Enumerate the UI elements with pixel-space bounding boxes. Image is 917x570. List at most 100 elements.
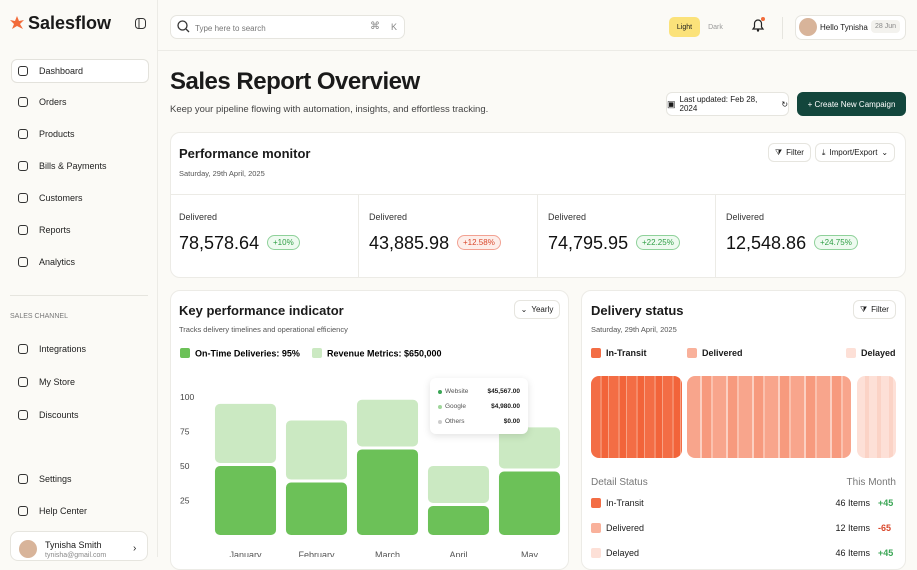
stat-value: 12,548.86 <box>726 233 807 253</box>
tooltip-value: $45,567.00 <box>487 388 520 395</box>
tooltip-dot <box>438 420 442 424</box>
export-button[interactable]: ⤓ Import/Export ⌄ <box>815 143 895 162</box>
theme-dark[interactable]: Dark <box>708 23 723 31</box>
nav-item[interactable]: Integrations <box>39 344 87 354</box>
stat-change: +22.25% <box>636 235 680 250</box>
search-box[interactable] <box>170 15 405 39</box>
x-tick-label: March <box>375 550 400 557</box>
y-tick-label: 50 <box>180 461 190 471</box>
nav-item[interactable]: Reports <box>39 225 71 235</box>
filter-text: Filter <box>871 305 889 314</box>
card-title: Performance monitor <box>179 146 311 161</box>
profile-email: tynisha@gmail.com <box>45 552 107 559</box>
card-subtitle: Tracks delivery timelines and operationa… <box>179 325 348 334</box>
nav-icon <box>18 410 28 420</box>
x-tick-label: April <box>449 550 467 557</box>
card-date: Saturday, 29th April, 2025 <box>179 169 265 178</box>
bar-segment <box>356 399 419 447</box>
bar-segment <box>356 449 419 535</box>
nav-item[interactable]: Analytics <box>39 257 76 267</box>
create-campaign[interactable]: + Create New Campaign <box>797 92 906 116</box>
page-title: Sales Report Overview <box>170 68 420 95</box>
nav-active[interactable] <box>11 59 149 83</box>
nav-item[interactable]: Orders <box>39 97 67 107</box>
profile-name: Tynisha Smith <box>45 540 102 550</box>
nav-icon <box>18 257 28 267</box>
avatar <box>799 18 817 36</box>
logo-icon <box>10 16 24 29</box>
user-date: 28 Jun <box>871 20 901 33</box>
bar-segment <box>285 420 348 480</box>
stat-value: 43,885.98 <box>369 233 450 253</box>
page-subtitle: Keep your pipeline flowing with automati… <box>170 104 489 115</box>
nav-item[interactable]: My Store <box>39 377 76 387</box>
status-change: +45 <box>878 548 894 558</box>
page: {"brand":"Salesflow", "search":{"placeho… <box>10 0 917 570</box>
legend-swatch <box>591 348 601 358</box>
bell-icon[interactable] <box>750 17 766 33</box>
stat-label: Delivered <box>726 212 765 222</box>
filter-text: Filter <box>786 148 804 157</box>
filter-button[interactable]: ⧩ Filter <box>768 143 811 162</box>
nav-item[interactable]: Products <box>39 129 75 139</box>
brand: Salesflow <box>28 13 112 33</box>
detail-heading: Detail Status <box>591 477 648 488</box>
nav-item[interactable]: Help Center <box>39 506 88 516</box>
stat-divider <box>537 195 538 277</box>
divider <box>10 295 148 296</box>
tooltip-name: Google <box>445 403 466 410</box>
stat-divider <box>715 195 716 277</box>
search-icon <box>177 20 190 33</box>
tooltip <box>430 378 528 434</box>
status-change: -65 <box>878 523 892 533</box>
legend-swatch <box>687 348 697 358</box>
tooltip-value: $0.00 <box>503 418 520 425</box>
legend-swatch <box>312 348 322 358</box>
last-updated-text: Last updated: Feb 28, 2024 <box>679 95 758 113</box>
status-items: 46 Items <box>835 548 870 558</box>
bar-segment <box>427 506 490 535</box>
tooltip-name: Others <box>445 418 465 425</box>
nav-icon <box>18 377 28 387</box>
tooltip-dot <box>438 390 442 394</box>
card-title: Delivery status <box>591 303 684 318</box>
bar-segment <box>214 403 277 463</box>
tooltip-name: Website <box>445 388 469 395</box>
nav-item[interactable]: Customers <box>39 193 83 203</box>
card-date: Saturday, 29th April, 2025 <box>591 325 677 334</box>
bar-segment <box>214 466 277 535</box>
section-heading: SALES CHANNEL <box>10 313 68 320</box>
in-transit-block <box>591 376 682 458</box>
status-swatch <box>591 498 601 508</box>
shortcut-cmd: ⌘ <box>370 21 380 32</box>
y-tick-label: 75 <box>180 427 190 437</box>
bar-segment <box>285 482 348 535</box>
nav-icon <box>18 97 28 107</box>
nav-item[interactable]: Dashboard <box>39 66 84 76</box>
last-updated[interactable]: ▣ Last updated: Feb 28, 2024 ↻ <box>666 92 789 116</box>
stat-change: +24.75% <box>814 235 858 250</box>
period-button[interactable]: ⌄ Yearly <box>514 300 560 319</box>
collapse-icon[interactable] <box>135 18 146 29</box>
legend-swatch <box>180 348 190 358</box>
nav-icon <box>18 193 28 203</box>
status-name: Delivered <box>606 523 645 533</box>
status-items: 46 Items <box>835 498 870 508</box>
stat-divider <box>358 195 359 277</box>
theme-light[interactable]: Light <box>669 17 700 37</box>
status-name: Delayed <box>606 548 640 558</box>
separator <box>782 17 783 39</box>
nav-item[interactable]: Settings <box>39 474 72 484</box>
nav-item[interactable]: Discounts <box>39 410 79 420</box>
divider <box>171 194 905 195</box>
legend-label: Delivered <box>702 348 743 358</box>
stat-value: 78,578.64 <box>179 233 260 253</box>
legend-label: Revenue Metrics: $650,000 <box>327 349 442 359</box>
tooltip-value: $4,980.00 <box>491 403 520 410</box>
topbar-border <box>158 50 917 51</box>
detail-period: This Month <box>846 477 896 488</box>
nav-item[interactable]: Bills & Payments <box>39 161 107 171</box>
status-swatch <box>591 548 601 558</box>
nav-icon <box>18 129 28 139</box>
filter-button[interactable]: ⧩ Filter <box>853 300 896 319</box>
